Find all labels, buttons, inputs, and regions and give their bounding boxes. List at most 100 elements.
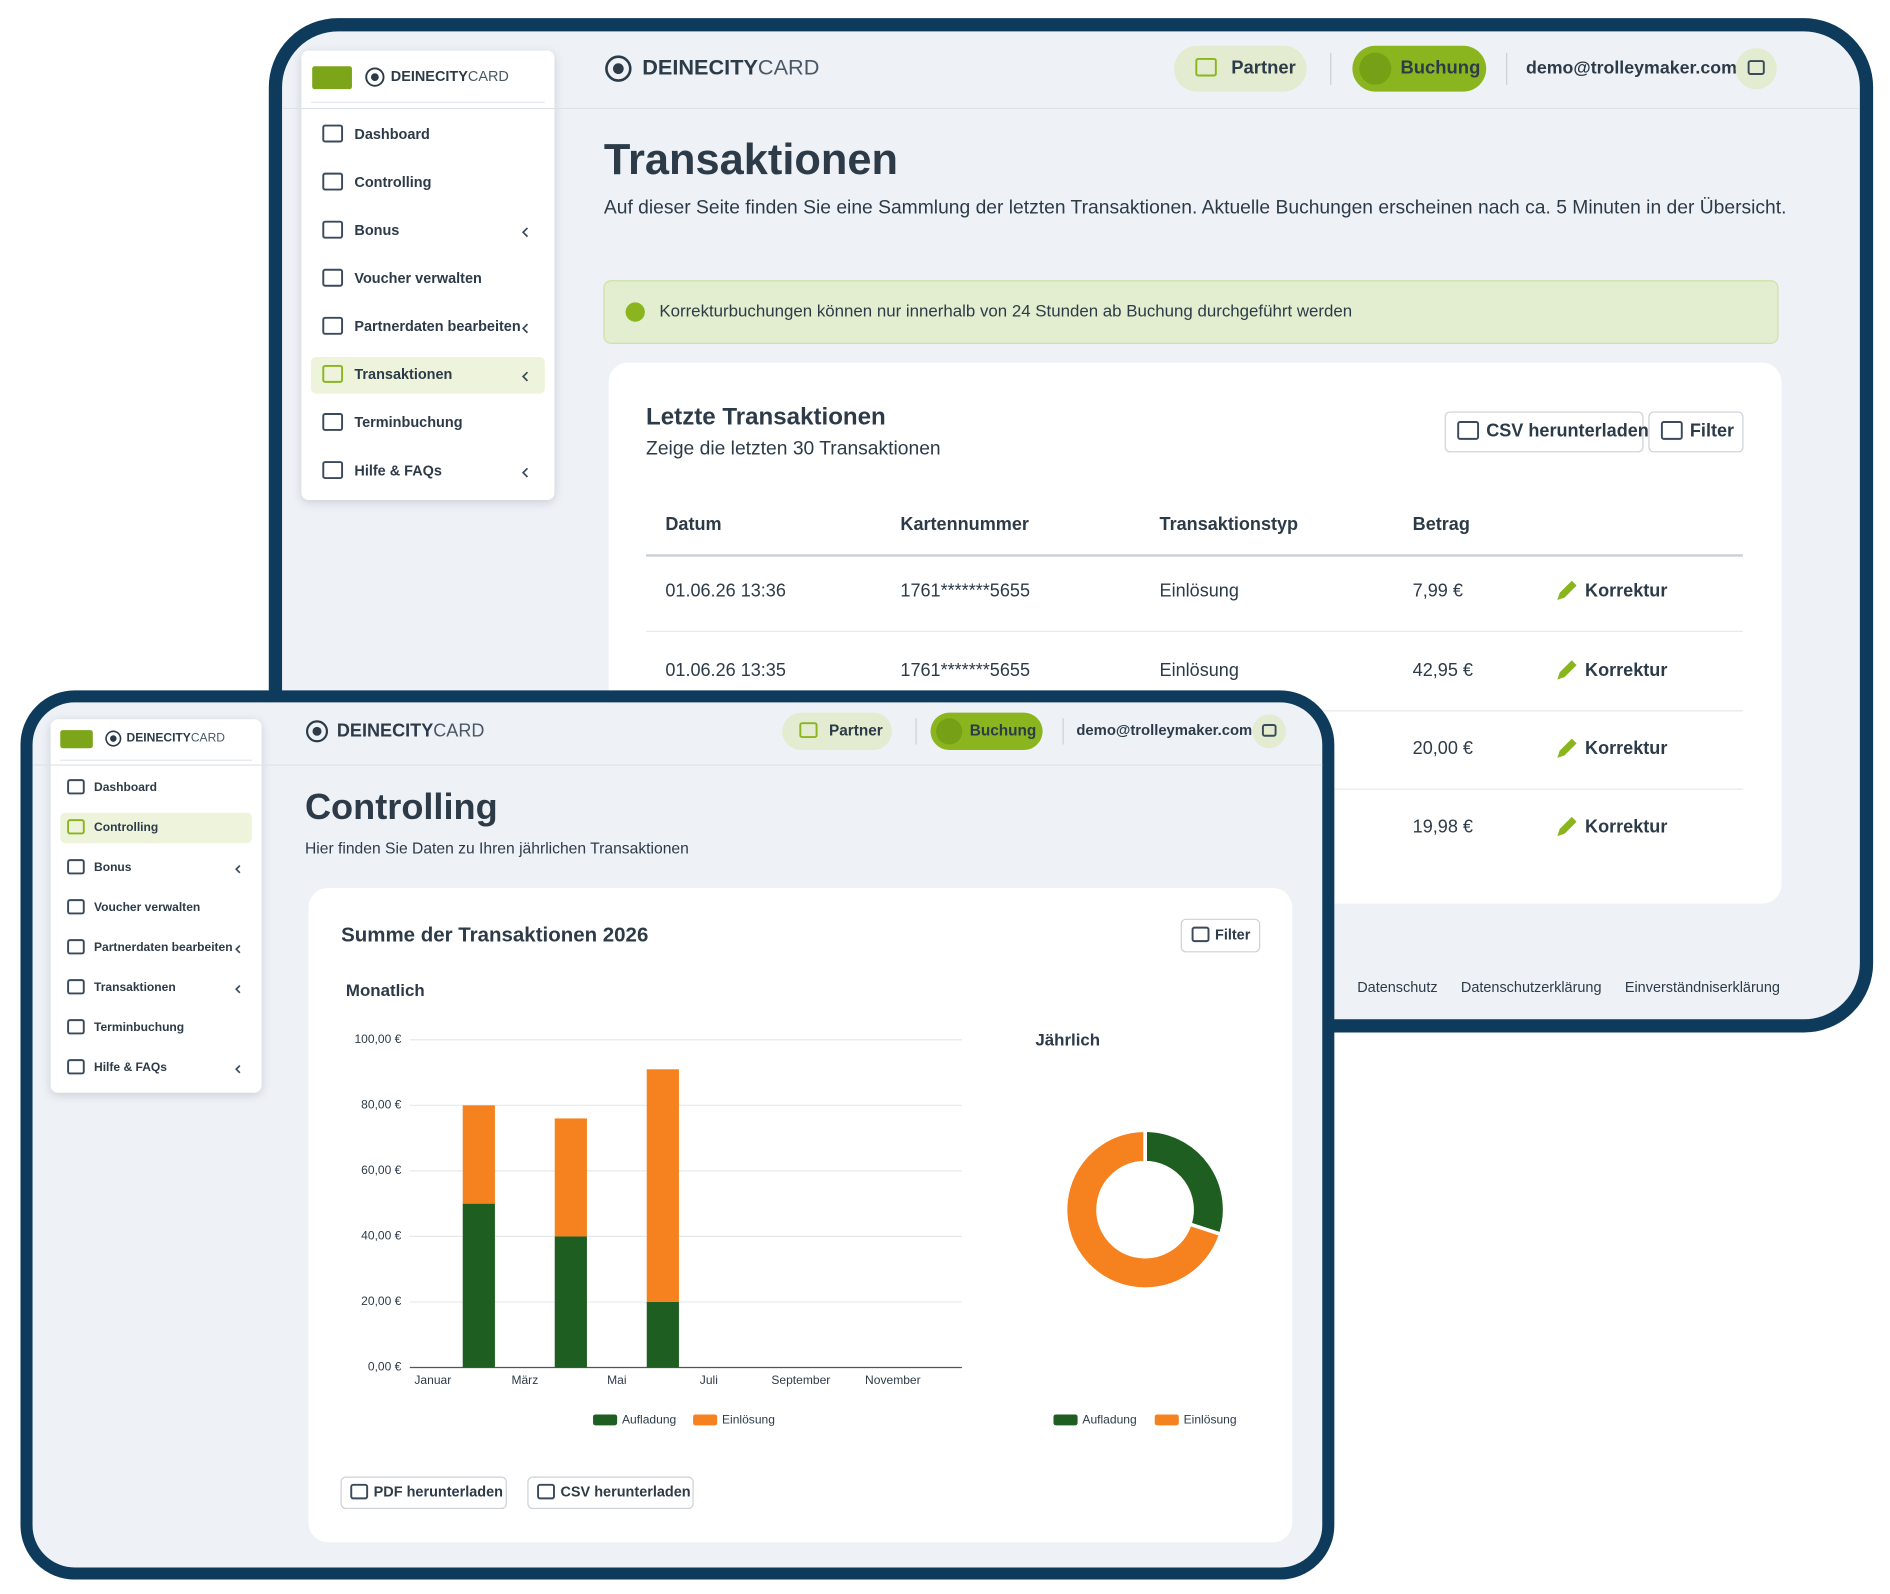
icon (322, 461, 344, 479)
brand-light: CARD (758, 54, 819, 79)
sidebar (50, 719, 262, 1093)
menu-item[interactable]: Voucher verwalten (94, 900, 200, 914)
chevron (235, 864, 241, 874)
icon (67, 819, 85, 835)
chevron (235, 984, 241, 994)
booking-label[interactable]: Buchung (1401, 57, 1481, 78)
bar-segment (646, 1069, 679, 1302)
alert-text: Korrekturbuchungen können nur innerhalb … (659, 302, 1352, 321)
pdf-button-label[interactable]: PDF herunterladen (374, 1485, 503, 1501)
y-tick-label: 40,00 € (361, 1229, 402, 1243)
brand: DEINECITYCARD (391, 69, 509, 85)
chevron (235, 944, 241, 954)
icon (322, 268, 344, 287)
logo-card (60, 730, 93, 749)
pencil-icon (1557, 816, 1577, 837)
menu-item[interactable]: Terminbuchung (94, 1020, 184, 1034)
brand-icon (365, 67, 385, 87)
menu-item[interactable]: Hilfe & FAQs (94, 1060, 167, 1074)
menu-item[interactable]: Transaktionen (354, 367, 452, 383)
card-title: Summe der Transaktionen 2026 (341, 924, 648, 947)
brand-bold: DEINECITY (337, 720, 433, 740)
brand: DEINECITYCARD (642, 54, 819, 79)
chart-title: Monatlich (346, 981, 425, 1000)
logo-card (312, 66, 352, 90)
csv-button-label[interactable]: CSV herunterladen (1486, 421, 1649, 441)
card (308, 887, 1293, 1543)
brand-light: CARD (433, 720, 484, 740)
correction-link[interactable]: Korrektur (1585, 580, 1667, 600)
menu-item[interactable]: Bonus (94, 860, 132, 874)
logout-button[interactable] (1735, 48, 1777, 90)
menu-item[interactable]: Voucher verwalten (354, 271, 481, 287)
menu-item[interactable]: Bonus (354, 223, 399, 239)
footer-link[interactable]: Einverständniserklärung (1625, 980, 1780, 996)
brand-icon (605, 55, 632, 82)
footer-link[interactable]: Datenschutz (1357, 980, 1437, 996)
partner-button[interactable] (1174, 45, 1307, 92)
icon (1195, 57, 1217, 77)
booking-button[interactable] (930, 712, 1043, 751)
partner-label[interactable]: Partner (1231, 57, 1296, 78)
chevron (521, 227, 529, 238)
y-tick-label: 60,00 € (361, 1163, 402, 1177)
alert-icon (625, 302, 645, 322)
brand-icon-dot (312, 726, 322, 736)
correction-link[interactable]: Korrektur (1585, 738, 1667, 758)
user-email: demo@trolleymaker.com (1076, 723, 1252, 739)
csv-button[interactable] (527, 1476, 694, 1510)
menu-item[interactable]: Terminbuchung (354, 415, 462, 431)
icon (67, 979, 85, 995)
csv-button[interactable] (1444, 411, 1644, 453)
card-subtitle: Zeige die letzten 30 Transaktionen (646, 439, 941, 460)
menu-item[interactable]: Controlling (354, 175, 431, 191)
cell-type: Einlösung (1160, 660, 1239, 680)
pdf-button[interactable] (340, 1476, 507, 1510)
brand-bold: DEINECITY (391, 69, 468, 85)
legend-swatch (693, 1414, 718, 1426)
footer-link[interactable]: Datenschutzerklärung (1461, 980, 1602, 996)
booking-label[interactable]: Buchung (970, 722, 1037, 739)
icon (799, 722, 818, 738)
filter-button-label[interactable]: Filter (1215, 927, 1251, 943)
partner-button[interactable] (782, 712, 892, 751)
booking-icon (936, 718, 963, 745)
x-tick-label: März (511, 1373, 538, 1387)
bar-segment (462, 1105, 495, 1204)
icon (1660, 421, 1683, 440)
icon (322, 316, 344, 335)
menu-item[interactable]: Hilfe & FAQs (354, 463, 442, 479)
menu-item[interactable]: Controlling (94, 820, 158, 834)
menu-item[interactable]: Dashboard (94, 780, 157, 794)
chevron (521, 371, 529, 382)
icon (67, 1019, 85, 1035)
cell-date: 01.06.26 13:35 (665, 660, 786, 680)
y-tick-label: 80,00 € (361, 1098, 402, 1112)
filter-button-label[interactable]: Filter (1690, 421, 1734, 441)
menu-item[interactable]: Partnerdaten bearbeiten (354, 319, 520, 335)
csv-button-label[interactable]: CSV herunterladen (560, 1485, 690, 1501)
x-tick-label: September (771, 1373, 830, 1387)
pencil-icon (1557, 660, 1577, 680)
user-email: demo@trolleymaker.com (1526, 57, 1737, 77)
menu-item[interactable]: Dashboard (354, 127, 430, 143)
logout-button[interactable] (1252, 714, 1287, 749)
cell-amount: 19,98 € (1413, 816, 1473, 836)
menu-item[interactable]: Transaktionen (94, 980, 176, 994)
brand-icon-dot (612, 63, 624, 75)
correction-link[interactable]: Korrektur (1585, 660, 1667, 680)
brand-bold: DEINECITY (642, 54, 758, 79)
alert (603, 280, 1779, 344)
cell-date: 01.06.26 13:36 (665, 580, 786, 600)
pencil-icon (1557, 580, 1577, 601)
menu-item[interactable]: Partnerdaten bearbeiten (94, 940, 233, 954)
chevron (235, 1064, 241, 1074)
correction-link[interactable]: Korrektur (1585, 816, 1667, 836)
booking-icon (1359, 52, 1392, 85)
partner-label[interactable]: Partner (829, 722, 883, 739)
pencil-icon (1557, 738, 1577, 758)
legend-swatch (1154, 1414, 1179, 1426)
donut-segment (1063, 1128, 1224, 1291)
column-header: Betrag (1413, 514, 1470, 534)
